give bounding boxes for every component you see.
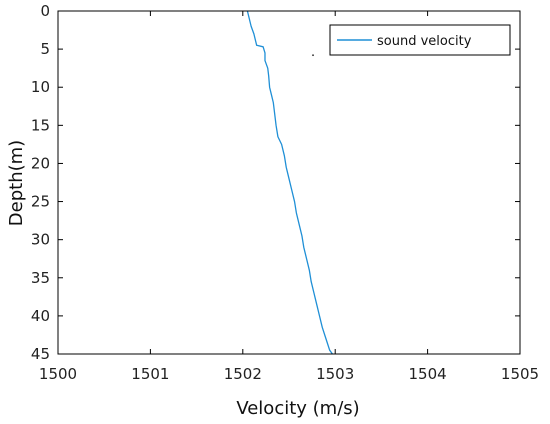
- series-line-sound-velocity: [246, 10, 333, 355]
- y-tick-label: 5: [40, 40, 50, 58]
- series-group: [246, 10, 333, 355]
- y-tick-label: 20: [31, 154, 50, 172]
- y-tick-label: 25: [31, 193, 50, 211]
- legend: sound velocity: [329, 24, 511, 56]
- y-tick-label: 35: [31, 269, 50, 287]
- y-axis-title: Depth(m): [6, 140, 27, 226]
- y-tick-label: 30: [31, 231, 50, 249]
- y-tick-label: 0: [40, 2, 50, 20]
- x-tick-label: 1505: [501, 365, 539, 383]
- tick-labels-group: 1500 1501 1502 1503 1504 1505 0 5 10 15 20 25 30 35 40…: [31, 2, 539, 383]
- stray-data-point: [312, 54, 314, 57]
- y-tick-label: 45: [31, 345, 50, 363]
- x-tick-label: 1502: [224, 365, 262, 383]
- plot-frame: [57, 10, 521, 355]
- legend-label: sound velocity: [377, 34, 472, 49]
- x-tick-label: 1501: [131, 365, 169, 383]
- ticks-group: [57, 10, 521, 355]
- x-tick-label: 1503: [316, 365, 354, 383]
- y-tick-label: 10: [31, 78, 50, 96]
- y-tick-label: 40: [31, 307, 50, 325]
- x-tick-label: 1500: [39, 365, 77, 383]
- x-axis-title: Velocity (m/s): [236, 398, 359, 419]
- x-tick-label: 1504: [409, 365, 447, 383]
- y-tick-label: 15: [31, 116, 50, 134]
